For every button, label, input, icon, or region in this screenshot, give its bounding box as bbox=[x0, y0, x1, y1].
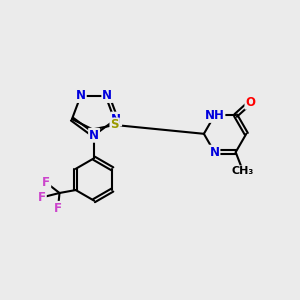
Text: N: N bbox=[102, 89, 112, 102]
Text: N: N bbox=[76, 89, 86, 102]
Text: N: N bbox=[209, 146, 220, 159]
Text: F: F bbox=[42, 176, 50, 189]
Text: N: N bbox=[89, 129, 99, 142]
Text: NH: NH bbox=[205, 109, 224, 122]
Text: N: N bbox=[111, 112, 121, 126]
Text: F: F bbox=[38, 191, 46, 204]
Text: CH₃: CH₃ bbox=[232, 166, 254, 176]
Text: F: F bbox=[54, 202, 62, 215]
Text: O: O bbox=[245, 96, 255, 109]
Text: S: S bbox=[110, 118, 119, 131]
